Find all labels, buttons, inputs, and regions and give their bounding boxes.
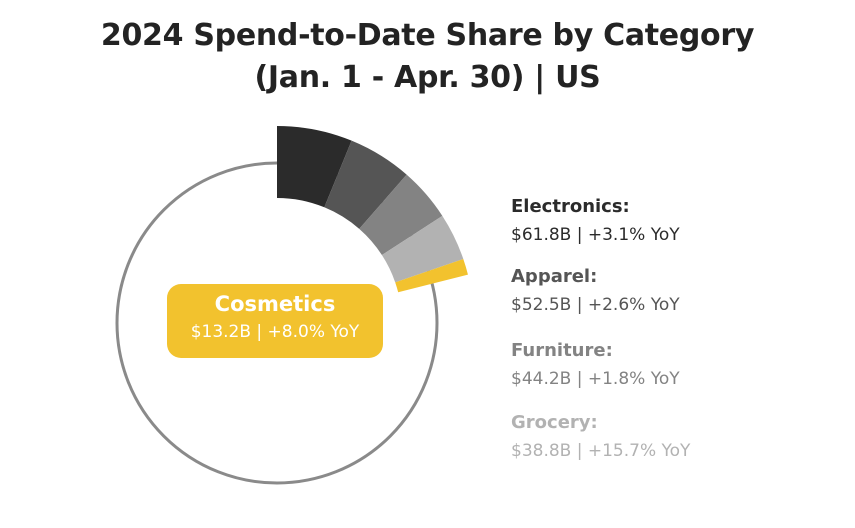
legend-stat: $61.8B | +3.1% YoY [511, 225, 680, 245]
legend-stat: $44.2B | +1.8% YoY [511, 369, 680, 389]
chart-title: 2024 Spend-to-Date Share by Category [100, 18, 755, 53]
donut-segment-apparel [324, 140, 407, 229]
legend-item-electronics: Electronics: $61.8B | +3.1% YoY [511, 196, 680, 246]
legend-stat: $38.8B | +15.7% YoY [511, 441, 691, 461]
legend-name: Electronics: [511, 196, 630, 217]
legend-item-furniture: Furniture: $44.2B | +1.8% YoY [511, 340, 680, 390]
legend-item-grocery: Grocery: $38.8B | +15.7% YoY [511, 412, 690, 462]
legend-stat: $52.5B | +2.6% YoY [511, 295, 680, 315]
legend-name: Grocery: [511, 412, 598, 433]
donut-segment-cosmetics [395, 258, 468, 293]
legend-name: Apparel: [511, 266, 598, 287]
callout-stat: $13.2B | +8.0% YoY [190, 322, 360, 342]
legend-name: Furniture: [511, 340, 613, 361]
chart-subtitle: (Jan. 1 - Apr. 30) | US [254, 60, 601, 95]
callout-name: Cosmetics [214, 292, 336, 316]
donut-segment-electronics [277, 126, 352, 208]
donut-segment-grocery [381, 215, 464, 283]
legend-item-apparel: Apparel: $52.5B | +2.6% YoY [511, 266, 680, 316]
donut-segment-furniture [359, 174, 443, 256]
cosmetics-callout: Cosmetics $13.2B | +8.0% YoY [167, 284, 383, 358]
